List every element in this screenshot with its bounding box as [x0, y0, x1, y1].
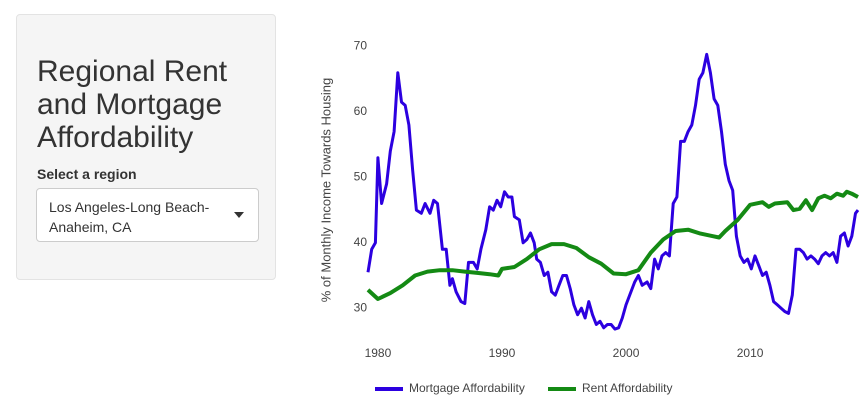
sidebar: Regional Rent and Mortgage Affordability… [16, 14, 276, 280]
select-label: Select a region [37, 166, 137, 182]
x-tick-label: 1990 [489, 346, 516, 360]
y-tick-label: 60 [354, 104, 368, 118]
y-tick-label: 30 [354, 300, 368, 314]
x-tick-label: 2000 [613, 346, 640, 360]
y-tick-label: 50 [354, 170, 368, 184]
series-line [366, 189, 859, 301]
legend-label: Rent Affordability [582, 381, 673, 395]
dropdown-caret [234, 212, 244, 218]
app-title: Regional Rent and Mortgage Affordability [37, 55, 228, 154]
y-axis-title: % of Monthly Income Towards Housing [318, 78, 333, 302]
x-tick-label: 1980 [365, 346, 392, 360]
y-tick-label: 70 [354, 39, 368, 53]
legend-label: Mortgage Affordability [409, 381, 525, 395]
series-line [366, 52, 860, 331]
region-select[interactable]: Los Angeles-Long Beach-Anaheim, CA [36, 188, 259, 242]
x-tick-label: 2010 [737, 346, 764, 360]
y-tick-label: 40 [354, 235, 368, 249]
selected-region: Los Angeles-Long Beach-Anaheim, CA [49, 199, 210, 235]
